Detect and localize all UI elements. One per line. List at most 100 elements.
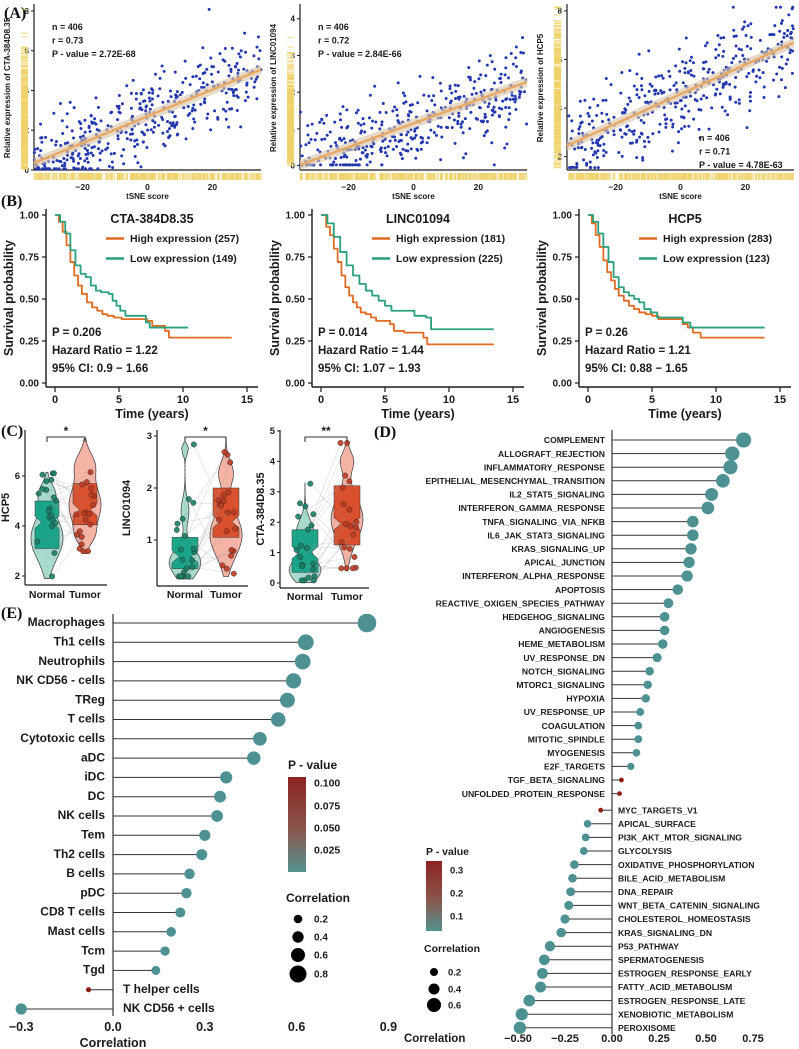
svg-text:ALLOGRAFT_REJECTION: ALLOGRAFT_REJECTION bbox=[498, 449, 605, 459]
svg-text:INTERFERON_GAMMA_RESPONSE: INTERFERON_GAMMA_RESPONSE bbox=[458, 503, 605, 513]
svg-text:P = 0.014: P = 0.014 bbox=[318, 327, 368, 339]
svg-text:Low expression (149): Low expression (149) bbox=[130, 253, 237, 265]
svg-text:Hazard Ratio = 1.22: Hazard Ratio = 1.22 bbox=[52, 345, 158, 357]
svg-text:10: 10 bbox=[177, 394, 189, 406]
svg-text:APOPTOSIS: APOPTOSIS bbox=[555, 585, 605, 595]
svg-text:4: 4 bbox=[270, 457, 276, 468]
svg-text:Normal: Normal bbox=[167, 589, 203, 601]
svg-text:Low expression (123): Low expression (123) bbox=[663, 253, 770, 265]
svg-text:KRAS_SIGNALING_DN: KRAS_SIGNALING_DN bbox=[618, 928, 712, 938]
svg-text:−0.25: −0.25 bbox=[551, 1033, 579, 1045]
svg-text:ANGIOGENESIS: ANGIOGENESIS bbox=[539, 626, 606, 636]
svg-text:8: 8 bbox=[25, 7, 30, 16]
svg-text:−20: −20 bbox=[75, 182, 90, 192]
svg-text:15: 15 bbox=[241, 394, 253, 406]
svg-text:−20: −20 bbox=[608, 182, 623, 192]
svg-text:0.75: 0.75 bbox=[20, 253, 40, 264]
svg-text:ESTROGEN_RESPONSE_EARLY: ESTROGEN_RESPONSE_EARLY bbox=[618, 969, 752, 979]
svg-text:CTA-384D8.35: CTA-384D8.35 bbox=[255, 472, 267, 545]
svg-text:r = 0.71: r = 0.71 bbox=[699, 147, 730, 157]
svg-text:HCP5: HCP5 bbox=[668, 212, 701, 226]
svg-text:NK CD56 + cells: NK CD56 + cells bbox=[123, 1001, 215, 1015]
svg-text:UV_RESPONSE_DN: UV_RESPONSE_DN bbox=[523, 653, 605, 663]
svg-text:8: 8 bbox=[558, 7, 563, 16]
panel-label-e: (E) bbox=[1, 605, 23, 622]
svg-text:T cells: T cells bbox=[68, 712, 106, 726]
svg-text:tSNE score: tSNE score bbox=[126, 192, 169, 201]
svg-text:B cells: B cells bbox=[66, 866, 105, 880]
svg-text:0.4: 0.4 bbox=[314, 933, 328, 944]
svg-text:GLYCOLYSIS: GLYCOLYSIS bbox=[618, 846, 672, 856]
svg-text:3: 3 bbox=[270, 487, 275, 498]
svg-text:0: 0 bbox=[145, 182, 150, 192]
svg-text:Correlation: Correlation bbox=[424, 943, 480, 955]
svg-text:20: 20 bbox=[741, 182, 751, 192]
svg-text:INFLAMMATORY_RESPONSE: INFLAMMATORY_RESPONSE bbox=[484, 462, 605, 472]
svg-text:0.25: 0.25 bbox=[648, 1033, 669, 1045]
svg-text:n = 406: n = 406 bbox=[52, 22, 83, 32]
svg-text:0: 0 bbox=[25, 166, 30, 175]
svg-text:Neutrophils: Neutrophils bbox=[38, 654, 105, 668]
svg-text:MITOTIC_SPINDLE: MITOTIC_SPINDLE bbox=[528, 734, 605, 744]
svg-text:−0.3: −0.3 bbox=[9, 1020, 34, 1034]
svg-text:P53_PATHWAY: P53_PATHWAY bbox=[618, 941, 679, 951]
svg-text:Mast cells: Mast cells bbox=[48, 924, 106, 938]
svg-text:WNT_BETA_CATENIN_SIGNALING: WNT_BETA_CATENIN_SIGNALING bbox=[618, 901, 760, 911]
svg-text:1.00: 1.00 bbox=[20, 211, 40, 222]
svg-text:PEROXISOME: PEROXISOME bbox=[618, 1023, 676, 1033]
svg-text:0.075: 0.075 bbox=[314, 801, 340, 813]
svg-text:2: 2 bbox=[558, 152, 563, 161]
svg-text:P - value: P - value bbox=[288, 758, 337, 772]
svg-text:0: 0 bbox=[318, 394, 324, 406]
svg-text:Tumor: Tumor bbox=[210, 589, 242, 601]
svg-text:95% CI: 1.07 − 1.93: 95% CI: 1.07 − 1.93 bbox=[318, 363, 421, 375]
svg-text:FATTY_ACID_METABOLISM: FATTY_ACID_METABOLISM bbox=[618, 982, 732, 992]
svg-text:pDC: pDC bbox=[80, 885, 105, 899]
svg-text:P - value = 2.84E-66: P - value = 2.84E-66 bbox=[318, 49, 402, 59]
svg-text:TReg: TReg bbox=[75, 692, 105, 706]
svg-text:0.050: 0.050 bbox=[314, 823, 340, 835]
svg-text:Cytotoxic cells: Cytotoxic cells bbox=[20, 731, 105, 745]
svg-text:0.25: 0.25 bbox=[286, 337, 306, 348]
svg-text:Relative expression of HCP5: Relative expression of HCP5 bbox=[536, 33, 545, 142]
svg-text:TGF_BETA_SIGNALING: TGF_BETA_SIGNALING bbox=[508, 775, 606, 785]
svg-text:Low expression (225): Low expression (225) bbox=[396, 253, 503, 265]
svg-text:0.25: 0.25 bbox=[20, 337, 40, 348]
svg-text:REACTIVE_OXIGEN_SPECIES_PATHWA: REACTIVE_OXIGEN_SPECIES_PATHWAY bbox=[436, 598, 606, 608]
svg-text:HEDGEHOG_SIGNALING: HEDGEHOG_SIGNALING bbox=[502, 612, 605, 622]
svg-text:1: 1 bbox=[270, 548, 276, 559]
svg-text:UNFOLDED_PROTEIN_RESPONSE: UNFOLDED_PROTEIN_RESPONSE bbox=[462, 789, 606, 799]
svg-text:XENOBIOTIC_METABOLISM: XENOBIOTIC_METABOLISM bbox=[618, 1009, 733, 1019]
svg-text:EPITHELIAL_MESENCHYMAL_TRANSIT: EPITHELIAL_MESENCHYMAL_TRANSITION bbox=[425, 476, 605, 486]
svg-text:n = 406: n = 406 bbox=[699, 133, 730, 143]
svg-text:0.6: 0.6 bbox=[314, 951, 328, 962]
svg-text:Macrophages: Macrophages bbox=[28, 615, 106, 629]
svg-text:COAGULATION: COAGULATION bbox=[542, 721, 605, 731]
svg-text:DNA_REPAIR: DNA_REPAIR bbox=[618, 887, 674, 897]
km-survival-plot-cta384d835: 0.00 0.25 0.50 0.75 1.00 0 5 10 15 Survival proba… bbox=[2, 209, 258, 421]
svg-text:Normal: Normal bbox=[29, 589, 65, 601]
svg-text:0.100: 0.100 bbox=[314, 778, 340, 790]
svg-text:E2F_TARGETS: E2F_TARGETS bbox=[544, 762, 605, 772]
svg-text:95% CI: 0.88 − 1.65: 95% CI: 0.88 − 1.65 bbox=[585, 363, 688, 375]
svg-text:−20: −20 bbox=[341, 182, 356, 192]
svg-text:ESTROGEN_RESPONSE_LATE: ESTROGEN_RESPONSE_LATE bbox=[618, 996, 746, 1006]
svg-text:Tgd: Tgd bbox=[83, 963, 105, 977]
svg-text:HEME_METABOLISM: HEME_METABOLISM bbox=[518, 639, 605, 649]
svg-text:−0.50: −0.50 bbox=[504, 1033, 532, 1045]
svg-text:T helper cells: T helper cells bbox=[123, 982, 200, 996]
svg-text:Survival probability: Survival probability bbox=[535, 240, 549, 356]
svg-text:5: 5 bbox=[649, 394, 655, 406]
svg-text:0.8: 0.8 bbox=[314, 970, 328, 981]
svg-text:0.1: 0.1 bbox=[450, 912, 464, 923]
svg-text:APICAL_JUNCTION: APICAL_JUNCTION bbox=[524, 558, 605, 568]
svg-text:*: * bbox=[64, 424, 69, 438]
svg-text:n = 406: n = 406 bbox=[318, 22, 349, 32]
svg-text:CHOLESTEROL_HOMEOSTASIS: CHOLESTEROL_HOMEOSTASIS bbox=[618, 914, 751, 924]
svg-text:0.6: 0.6 bbox=[288, 1020, 305, 1034]
svg-text:0.2: 0.2 bbox=[448, 968, 461, 979]
svg-text:10: 10 bbox=[443, 394, 455, 406]
svg-text:5: 5 bbox=[382, 394, 388, 406]
svg-text:4: 4 bbox=[291, 15, 296, 24]
